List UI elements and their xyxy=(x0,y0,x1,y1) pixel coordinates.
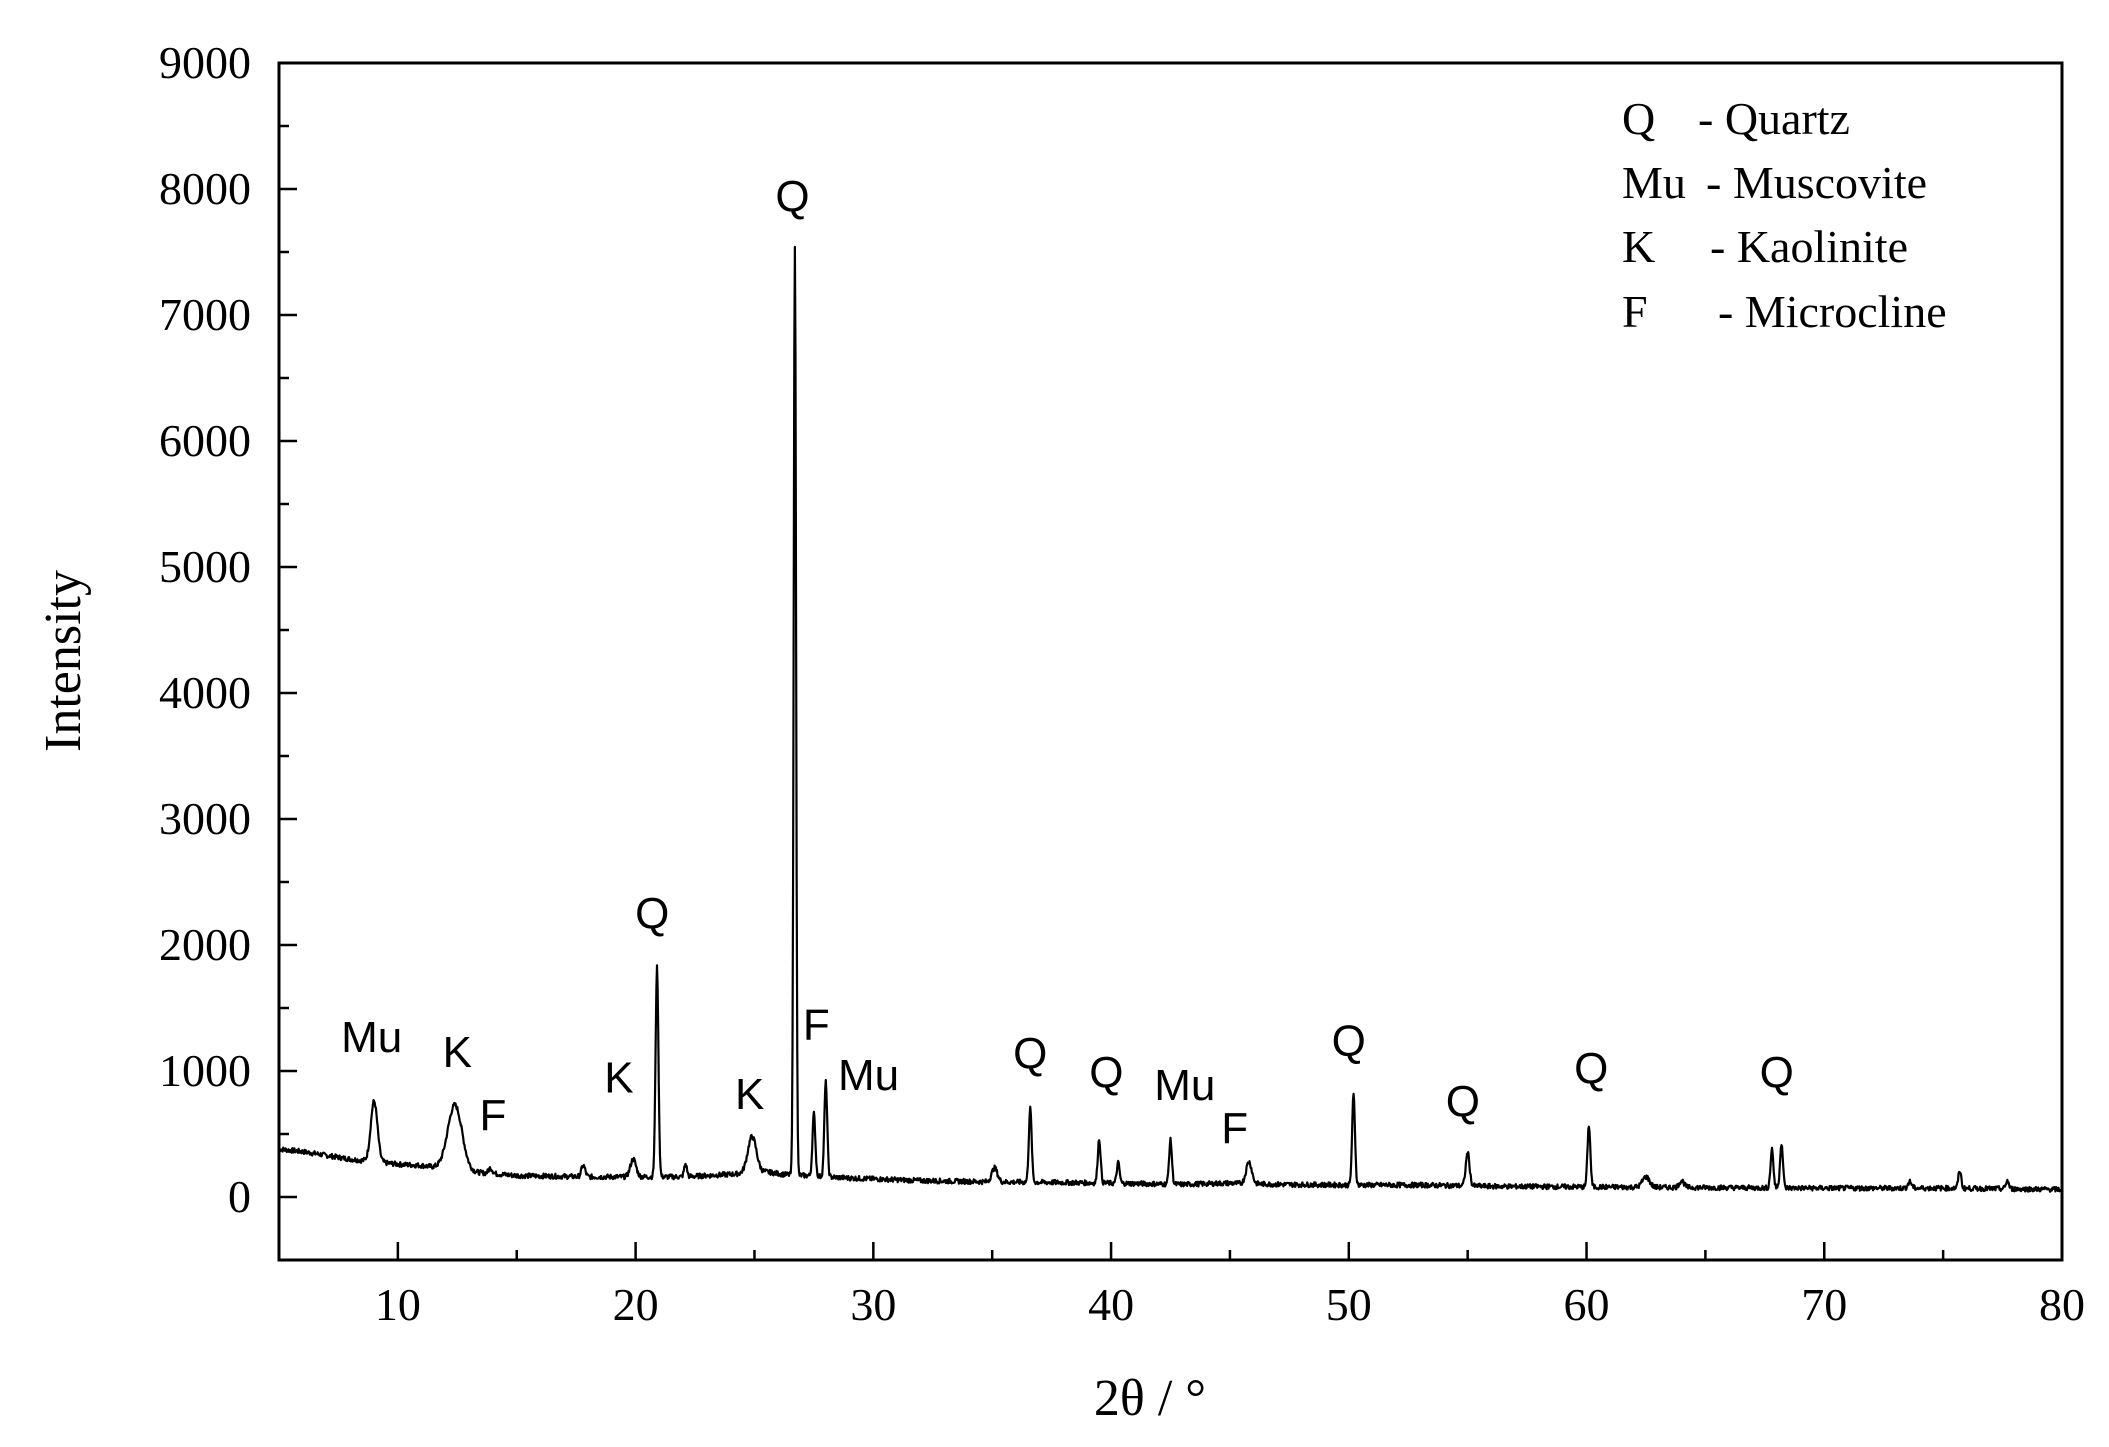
peak-annotation: K xyxy=(443,1028,472,1077)
peak-annotation: F xyxy=(803,1001,830,1050)
peak-annotation: F xyxy=(480,1091,507,1140)
peak-annotation: Mu xyxy=(1154,1061,1215,1110)
y-tick-label: 1000 xyxy=(159,1045,251,1096)
legend-key-quartz: Q xyxy=(1622,93,1655,144)
y-tick-label: 6000 xyxy=(159,415,251,466)
x-tick-label: 30 xyxy=(850,1279,896,1330)
peak-annotation: Q xyxy=(775,173,809,222)
legend-label-kaolinite: - Kaolinite xyxy=(1710,221,1908,272)
legend-key-kaolinite: K xyxy=(1622,221,1655,272)
x-tick-label: 60 xyxy=(1564,1279,1610,1330)
peak-annotation: K xyxy=(604,1053,633,1102)
peak-annotation: Mu xyxy=(341,1013,402,1062)
x-tick-label: 20 xyxy=(613,1279,659,1330)
x-tick-label: 10 xyxy=(375,1279,421,1330)
plot-frame xyxy=(277,61,2064,1262)
x-tick-label: 50 xyxy=(1326,1279,1372,1330)
y-tick-label: 9000 xyxy=(159,37,251,88)
axis-tick-labels: 10 20 30 40 50 60 70 80 0 1000 2000 3000 4000 5000 600… xyxy=(159,37,2085,1330)
y-tick-label: 3000 xyxy=(159,793,251,844)
legend: Q - Quartz Mu - Muscovite K - Kaolinite … xyxy=(1622,93,1947,337)
peak-annotation: Q xyxy=(1089,1048,1123,1097)
legend-label-quartz: - Quartz xyxy=(1698,93,1850,144)
y-tick-label: 0 xyxy=(228,1171,251,1222)
peak-annotation: Q xyxy=(635,890,669,939)
peak-annotation: F xyxy=(1221,1104,1248,1153)
legend-label-muscovite: - Muscovite xyxy=(1706,157,1927,208)
legend-label-microcline: - Microcline xyxy=(1718,286,1947,337)
y-tick-label: 2000 xyxy=(159,919,251,970)
peak-annotation: Mu xyxy=(838,1051,899,1100)
y-axis-title: Intensity xyxy=(35,570,92,752)
peak-annotation: Q xyxy=(1332,1017,1366,1066)
axis-ticks xyxy=(277,61,2064,1260)
peak-annotation: Q xyxy=(1013,1029,1047,1078)
peak-annotation: Q xyxy=(1574,1045,1608,1094)
legend-key-microcline: F xyxy=(1622,286,1648,337)
x-tick-label: 40 xyxy=(1088,1279,1134,1330)
x-tick-label: 80 xyxy=(2039,1279,2085,1330)
x-tick-label: 70 xyxy=(1801,1279,1847,1330)
legend-key-muscovite: Mu xyxy=(1622,157,1686,208)
peak-annotation: Q xyxy=(1446,1077,1480,1126)
y-tick-label: 8000 xyxy=(159,163,251,214)
peak-annotation: Q xyxy=(1760,1048,1794,1097)
y-tick-label: 5000 xyxy=(159,541,251,592)
y-tick-label: 4000 xyxy=(159,667,251,718)
y-tick-label: 7000 xyxy=(159,289,251,340)
xrd-series-line xyxy=(278,245,2064,1193)
peak-annotation: K xyxy=(735,1070,764,1119)
x-axis-title: 2θ / ° xyxy=(1094,1370,1206,1427)
